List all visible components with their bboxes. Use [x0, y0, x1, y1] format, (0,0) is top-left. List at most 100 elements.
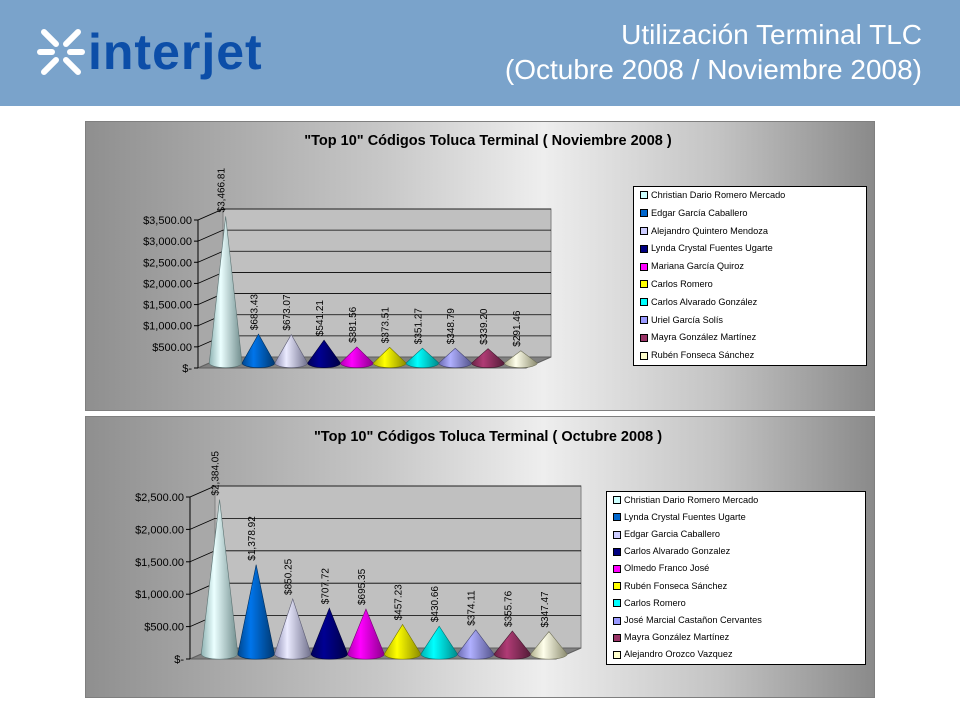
chart-october: "Top 10" Códigos Toluca Terminal ( Octub… — [85, 416, 875, 698]
cone-bar — [530, 631, 568, 660]
data-label: $683.43 — [249, 294, 260, 331]
legend-item: Carlos Romero — [640, 279, 713, 289]
legend-label: Carlos Alvarado Gonzalez — [624, 546, 731, 557]
chart-november: "Top 10" Códigos Toluca Terminal ( Novie… — [85, 121, 875, 411]
legend-item: Mayra González Martínez — [640, 332, 756, 342]
data-label: $707.72 — [320, 568, 331, 605]
legend-item: Edgar García Caballero — [640, 208, 748, 218]
legend-label: Uriel García Solís — [651, 314, 723, 325]
legend-swatch — [613, 513, 621, 522]
data-label: $355.76 — [503, 590, 514, 627]
legend-label: Carlos Romero — [624, 597, 686, 608]
y-tick-label: $500.00 — [144, 622, 184, 634]
gridline — [189, 518, 581, 530]
chart-title: "Top 10" Códigos Toluca Terminal ( Octub… — [314, 429, 662, 445]
legend-item: Mariana García Quiroz — [640, 261, 744, 271]
y-tick-label: $1,500.00 — [135, 557, 184, 569]
data-label: $351.27 — [413, 308, 424, 345]
data-label: $348.79 — [446, 308, 457, 345]
data-label: $373.51 — [381, 307, 392, 344]
logo-wordmark: interjet — [88, 24, 263, 80]
data-label: $430.66 — [430, 586, 441, 623]
plot-back-wall — [214, 485, 582, 649]
legend-label: Christian Dario Romero Mercado — [651, 189, 786, 200]
legend-swatch — [640, 262, 648, 271]
data-label: $347.47 — [540, 591, 551, 628]
legend-label: Mayra González Martínez — [624, 632, 730, 643]
legend-item: Carlos Alvarado González — [640, 297, 757, 307]
y-tick-label: $- — [174, 654, 184, 666]
legend-label: Alejandro Orozco Vazquez — [624, 649, 733, 660]
legend-swatch — [613, 633, 621, 642]
legend-swatch — [640, 244, 648, 253]
legend-swatch — [613, 547, 621, 556]
legend-swatch — [613, 650, 621, 659]
legend-item: José Marcial Castañon Cervantes — [613, 615, 762, 625]
legend-label: Christian Dario Romero Mercado — [624, 494, 759, 505]
data-label: $381.56 — [348, 306, 359, 343]
legend-label: Rubén Fonseca Sánchez — [624, 580, 728, 591]
data-label: $695.35 — [357, 568, 368, 605]
y-tick-label: $- — [182, 363, 192, 375]
legend-item: Lynda Crystal Fuentes Ugarte — [613, 512, 746, 522]
y-tick-label: $500.00 — [152, 342, 192, 354]
legend-item: Alejandro Quintero Mendoza — [640, 226, 768, 236]
page-title: Utilización Terminal TLC (Octubre 2008 /… — [505, 18, 922, 88]
legend-swatch — [613, 530, 621, 539]
interjet-logo: interjet — [36, 22, 316, 82]
data-label: $339.20 — [479, 308, 490, 345]
legend-item: Mayra González Martínez — [613, 632, 729, 642]
gridline — [189, 485, 581, 498]
chart-november-svg: "Top 10" Códigos Toluca Terminal ( Novie… — [143, 133, 672, 375]
legend-october: Christian Dario Romero Mercado Lynda Crys… — [606, 491, 866, 665]
legend-swatch — [640, 280, 648, 289]
title-line-1: Utilización Terminal TLC — [621, 19, 922, 50]
y-tick-label: $1,000.00 — [135, 589, 184, 601]
chart-title: "Top 10" Códigos Toluca Terminal ( Novie… — [304, 133, 672, 149]
legend-label: Lynda Crystal Fuentes Ugarte — [651, 243, 773, 254]
data-label: $673.07 — [282, 294, 293, 331]
chart-october-svg: "Top 10" Códigos Toluca Terminal ( Octub… — [135, 429, 662, 666]
legend-item: Christian Dario Romero Mercado — [640, 190, 785, 200]
legend-item: Lynda Crystal Fuentes Ugarte — [640, 243, 773, 253]
legend-item: Carlos Alvarado Gonzalez — [613, 546, 730, 556]
y-tick-label: $3,000.00 — [143, 236, 192, 248]
y-tick-label: $2,000.00 — [143, 278, 192, 290]
legend-item: Rubén Fonseca Sánchez — [640, 350, 754, 360]
legend-label: Alejandro Quintero Mendoza — [651, 225, 768, 236]
legend-label: Carlos Alvarado González — [651, 296, 758, 307]
y-tick-label: $1,500.00 — [143, 300, 192, 312]
legend-swatch — [640, 209, 648, 218]
header-bar: interjet Utilización Terminal TLC (Octub… — [0, 0, 960, 106]
legend-label: Edgar Garcia Caballero — [624, 529, 721, 539]
data-label: $1,378.92 — [247, 516, 258, 561]
legend-label: Mayra González Martínez — [651, 332, 757, 343]
data-label: $291.46 — [512, 310, 523, 347]
legend-swatch — [613, 599, 621, 608]
y-tick-label: $2,000.00 — [135, 524, 184, 536]
legend-swatch — [613, 616, 621, 625]
legend-label: Mariana García Quiroz — [651, 261, 744, 272]
legend-label: José Marcial Castañon Cervantes — [624, 615, 762, 625]
legend-november: Christian Dario Romero Mercado Edgar Garc… — [633, 186, 867, 366]
legend-item: Rubén Fonseca Sánchez — [613, 581, 727, 591]
data-label: $374.11 — [467, 590, 478, 626]
legend-swatch — [613, 582, 621, 591]
y-tick-label: $2,500.00 — [143, 257, 192, 269]
y-tick-label: $2,500.00 — [135, 492, 184, 504]
legend-label: Lynda Crystal Fuentes Ugarte — [624, 511, 746, 522]
legend-item: Edgar Garcia Caballero — [613, 529, 720, 539]
legend-swatch — [640, 298, 648, 307]
legend-swatch — [613, 496, 621, 505]
legend-item: Uriel García Solís — [640, 315, 723, 325]
data-label: $3,466.81 — [217, 168, 228, 213]
legend-swatch — [640, 316, 648, 325]
data-label: $2,384.05 — [211, 451, 222, 496]
y-tick-label: $3,500.00 — [143, 215, 192, 227]
legend-swatch — [640, 227, 648, 236]
gridline — [197, 229, 551, 242]
legend-swatch — [613, 564, 621, 573]
legend-swatch — [640, 333, 648, 342]
legend-label: Carlos Romero — [651, 278, 713, 289]
legend-swatch — [640, 351, 648, 360]
